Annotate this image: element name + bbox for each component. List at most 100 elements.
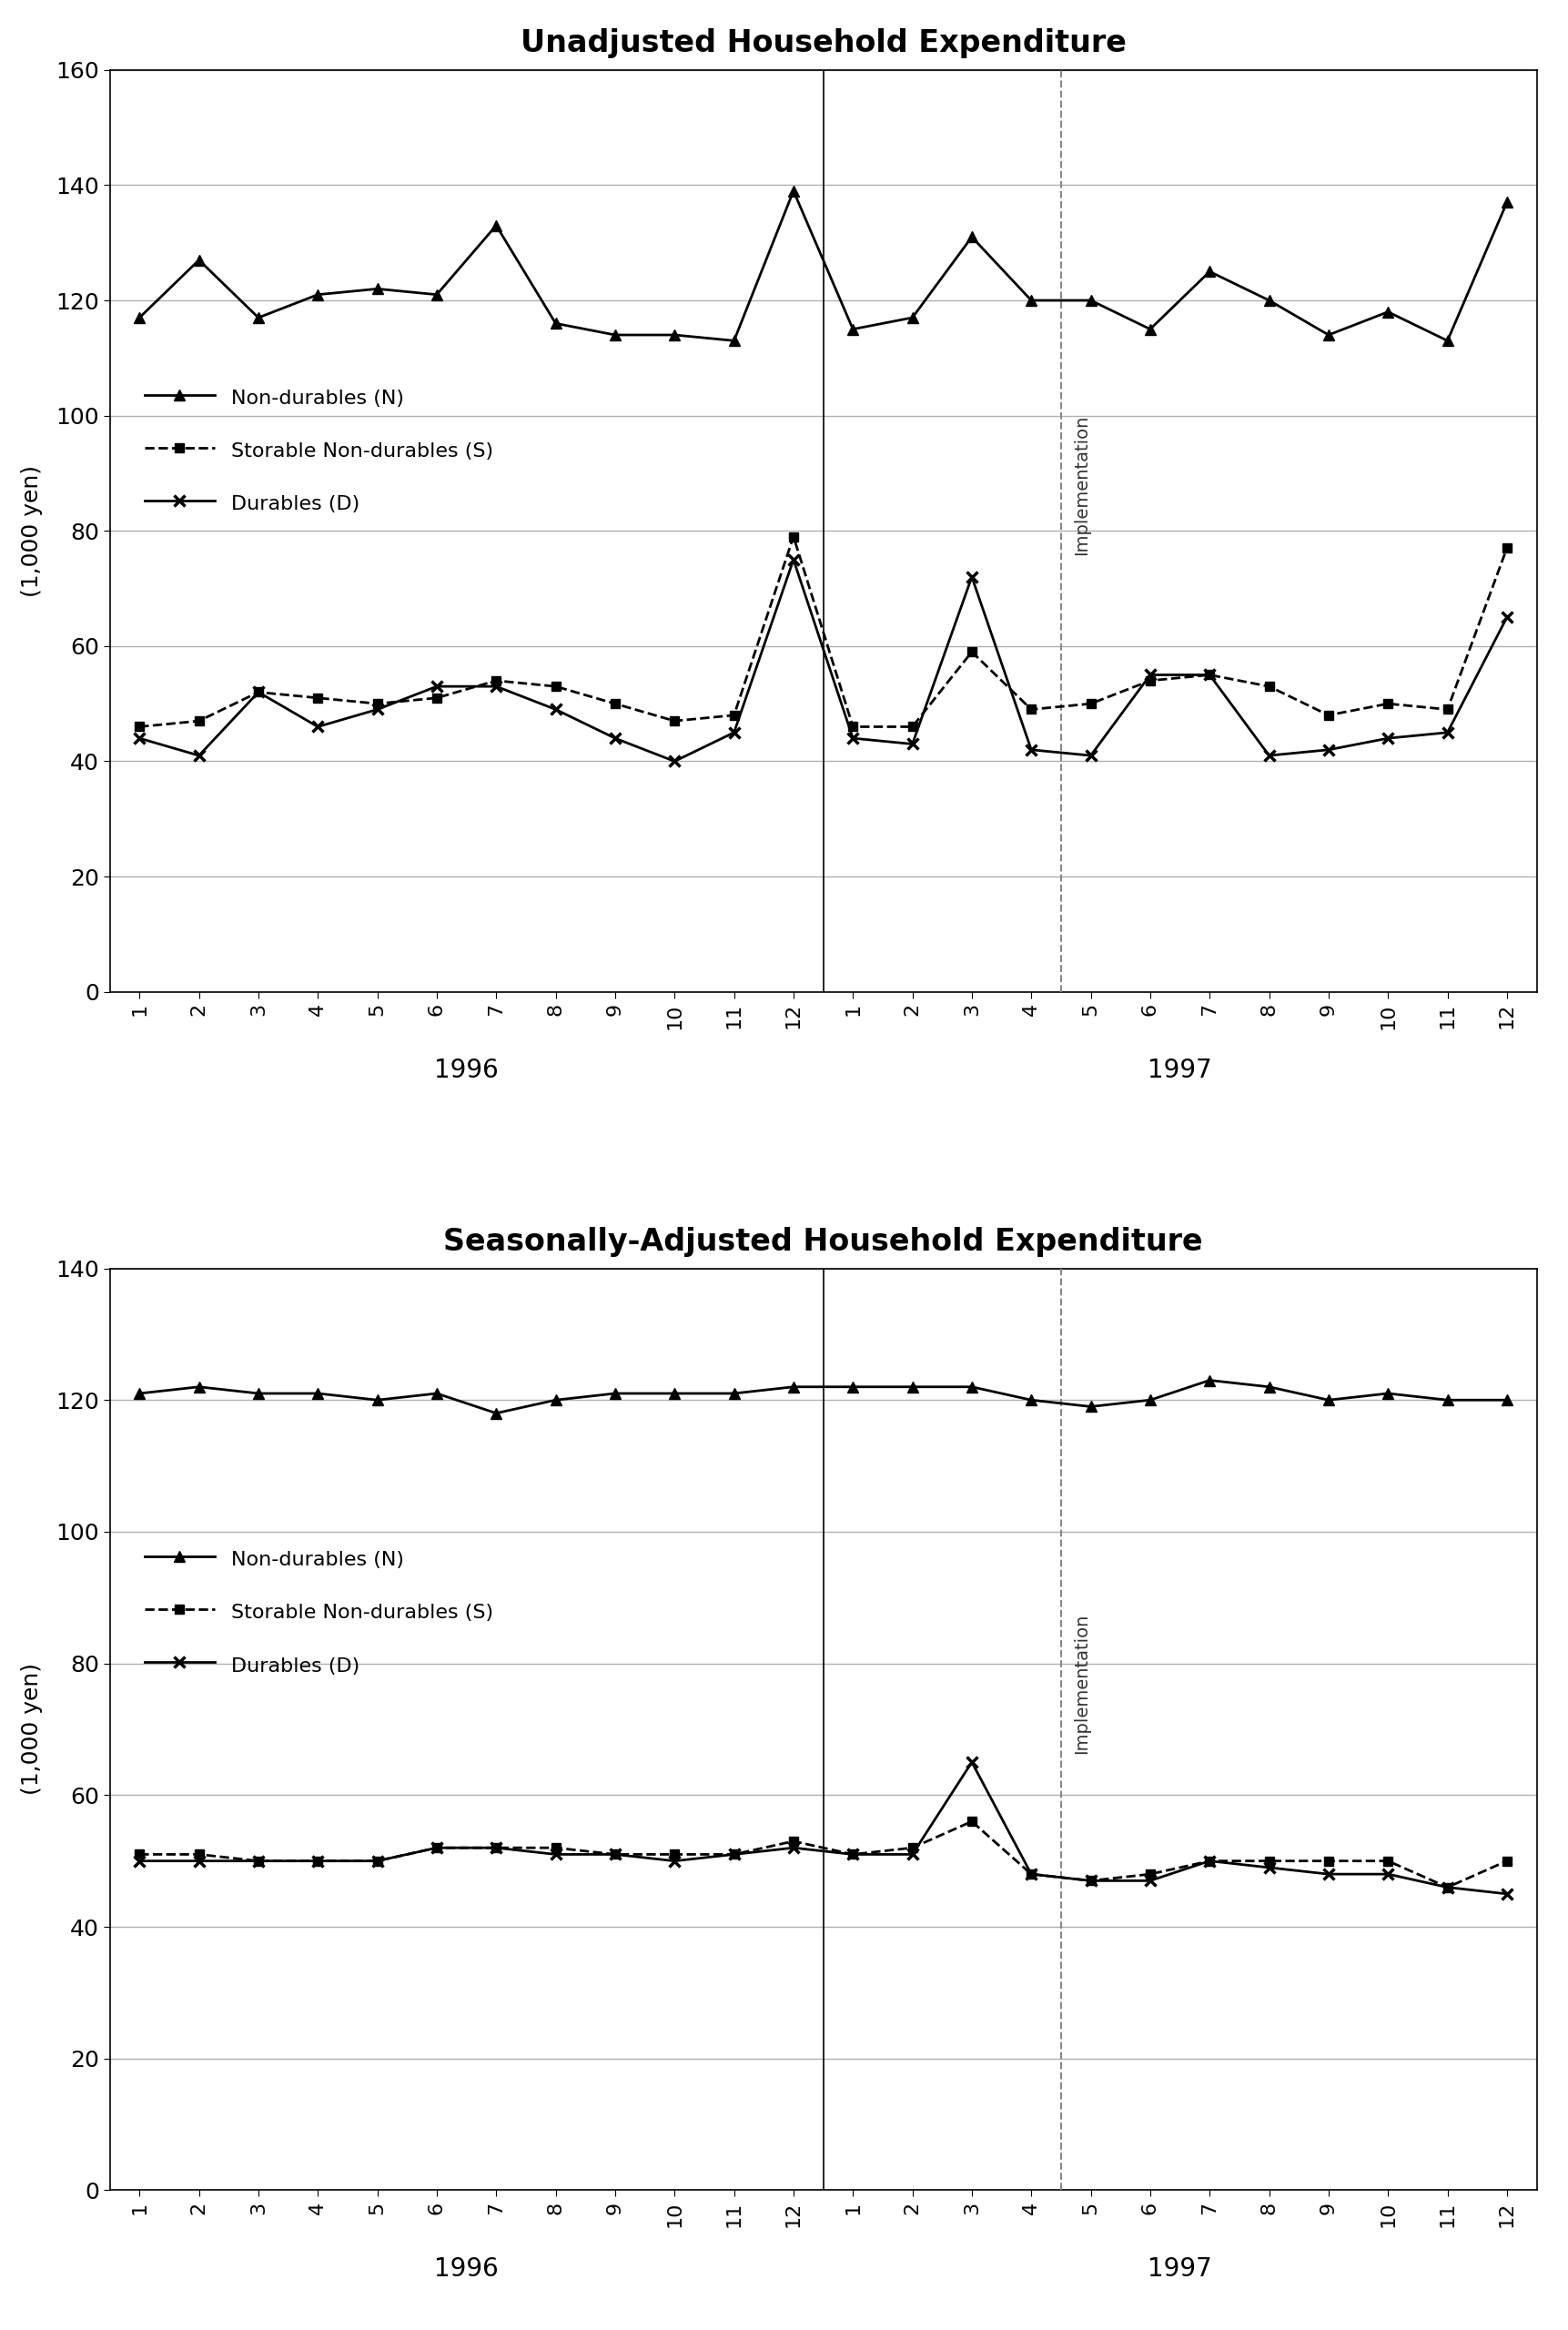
Storable Non-durables (S): [1378, 690, 1397, 718]
Non-durables (N): [249, 1379, 268, 1407]
Storable Non-durables (S): [1259, 673, 1278, 701]
Durables (D): [1259, 1855, 1278, 1883]
Durables (D): [309, 1848, 328, 1876]
Durables (D): [1319, 736, 1338, 764]
Non-durables (N): [546, 1386, 564, 1414]
Durables (D): [844, 725, 862, 753]
Non-durables (N): [130, 303, 149, 331]
Storable Non-durables (S): [844, 713, 862, 741]
Non-durables (N): [368, 275, 387, 303]
Storable Non-durables (S): [130, 1841, 149, 1869]
Non-durables (N): [1378, 1379, 1397, 1407]
Non-durables (N): [1497, 1386, 1516, 1414]
Durables (D): [1082, 1866, 1101, 1894]
Durables (D): [190, 1848, 209, 1876]
Non-durables (N): [724, 326, 743, 354]
Durables (D): [130, 725, 149, 753]
Durables (D): [1438, 1873, 1457, 1901]
Storable Non-durables (S): [1022, 1859, 1041, 1887]
Storable Non-durables (S): [368, 1848, 387, 1876]
Storable Non-durables (S): [1438, 694, 1457, 722]
Durables (D): [1497, 603, 1516, 631]
Storable Non-durables (S): [428, 685, 447, 713]
Title: Unadjusted Household Expenditure: Unadjusted Household Expenditure: [521, 28, 1126, 58]
Non-durables (N): [1497, 189, 1516, 217]
Line: Durables (D): Durables (D): [133, 555, 1513, 767]
Storable Non-durables (S): [190, 706, 209, 734]
Storable Non-durables (S): [546, 673, 564, 701]
Storable Non-durables (S): [605, 1841, 624, 1869]
Storable Non-durables (S): [130, 713, 149, 741]
Non-durables (N): [665, 322, 684, 350]
Durables (D): [428, 673, 447, 701]
Non-durables (N): [605, 322, 624, 350]
Storable Non-durables (S): [1082, 690, 1101, 718]
Durables (D): [665, 748, 684, 776]
Non-durables (N): [1082, 1393, 1101, 1421]
Non-durables (N): [1378, 298, 1397, 326]
Non-durables (N): [1259, 287, 1278, 315]
Non-durables (N): [309, 280, 328, 308]
Non-durables (N): [724, 1379, 743, 1407]
Storable Non-durables (S): [665, 1841, 684, 1869]
Non-durables (N): [963, 224, 982, 252]
Storable Non-durables (S): [486, 666, 505, 694]
Durables (D): [368, 694, 387, 722]
Text: 1996: 1996: [434, 1058, 499, 1083]
Non-durables (N): [665, 1379, 684, 1407]
Legend: Non-durables (N), Storable Non-durables (S), Durables (D): Non-durables (N), Storable Non-durables …: [135, 375, 503, 527]
Durables (D): [1142, 1866, 1160, 1894]
Non-durables (N): [784, 1372, 803, 1400]
Non-durables (N): [1142, 1386, 1160, 1414]
Text: Implementation: Implementation: [1073, 415, 1090, 555]
Text: 1997: 1997: [1148, 2255, 1212, 2281]
Durables (D): [546, 1841, 564, 1869]
Durables (D): [190, 741, 209, 769]
Storable Non-durables (S): [1319, 701, 1338, 729]
Storable Non-durables (S): [724, 1841, 743, 1869]
Storable Non-durables (S): [1142, 1859, 1160, 1887]
Durables (D): [903, 729, 922, 757]
Non-durables (N): [309, 1379, 328, 1407]
Durables (D): [1497, 1880, 1516, 1908]
Non-durables (N): [1319, 1386, 1338, 1414]
Durables (D): [1082, 741, 1101, 769]
Line: Storable Non-durables (S): Storable Non-durables (S): [135, 1817, 1512, 1892]
Durables (D): [724, 1841, 743, 1869]
Storable Non-durables (S): [1200, 662, 1218, 690]
Title: Seasonally-Adjusted Household Expenditure: Seasonally-Adjusted Household Expenditur…: [444, 1228, 1203, 1256]
Storable Non-durables (S): [1378, 1848, 1397, 1876]
Durables (D): [963, 564, 982, 592]
Line: Durables (D): Durables (D): [133, 1757, 1513, 1899]
Non-durables (N): [249, 303, 268, 331]
Storable Non-durables (S): [963, 1808, 982, 1836]
Durables (D): [546, 694, 564, 722]
Durables (D): [486, 1834, 505, 1862]
Non-durables (N): [784, 177, 803, 205]
Non-durables (N): [486, 212, 505, 240]
Durables (D): [249, 678, 268, 706]
Storable Non-durables (S): [784, 522, 803, 550]
Durables (D): [1319, 1859, 1338, 1887]
Non-durables (N): [1200, 259, 1218, 287]
Non-durables (N): [844, 315, 862, 343]
Non-durables (N): [605, 1379, 624, 1407]
Non-durables (N): [903, 303, 922, 331]
Storable Non-durables (S): [903, 1834, 922, 1862]
Durables (D): [605, 1841, 624, 1869]
Durables (D): [963, 1748, 982, 1775]
Non-durables (N): [368, 1386, 387, 1414]
Durables (D): [130, 1848, 149, 1876]
Storable Non-durables (S): [368, 690, 387, 718]
Storable Non-durables (S): [1200, 1848, 1218, 1876]
Durables (D): [1438, 718, 1457, 746]
Non-durables (N): [1259, 1372, 1278, 1400]
Non-durables (N): [1022, 1386, 1041, 1414]
Y-axis label: (1,000 yen): (1,000 yen): [20, 1664, 42, 1794]
Storable Non-durables (S): [249, 1848, 268, 1876]
Durables (D): [844, 1841, 862, 1869]
Durables (D): [486, 673, 505, 701]
Non-durables (N): [903, 1372, 922, 1400]
Non-durables (N): [1200, 1365, 1218, 1393]
Durables (D): [1378, 1859, 1397, 1887]
